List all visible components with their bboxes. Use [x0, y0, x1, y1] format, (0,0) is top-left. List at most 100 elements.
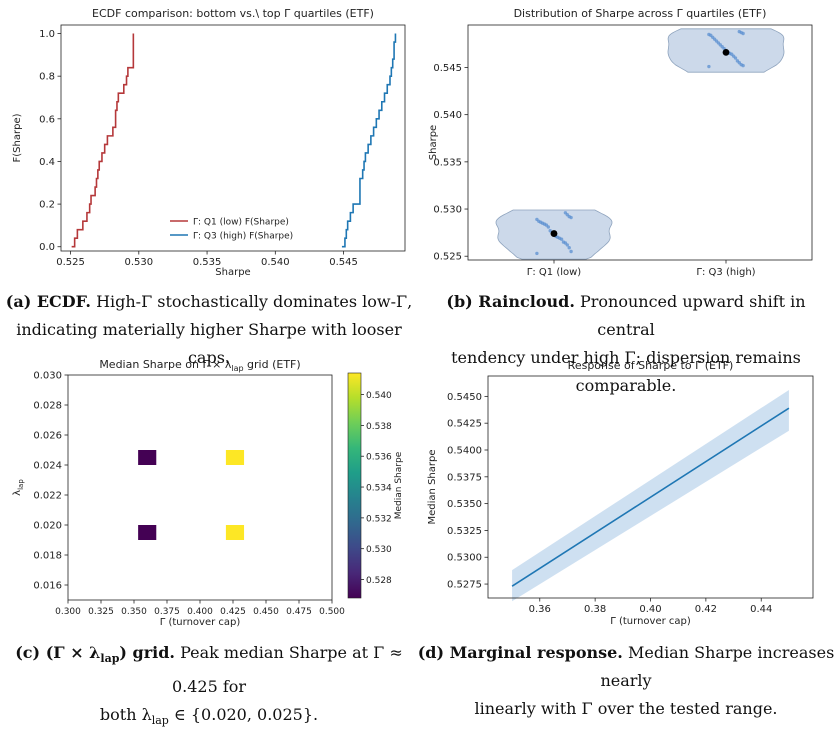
x-tick-label: Γ: Q3 (high) [696, 267, 755, 278]
colorbar-tick-label: 0.534 [366, 484, 392, 494]
y-tick-label: 0.535 [433, 157, 462, 168]
x-axis-label: Γ (turnover cap) [160, 617, 241, 628]
rain-point [563, 211, 568, 215]
y-tick-label: 0.530 [433, 205, 462, 216]
chart-title: Median Sharpe on Γ × λlap grid (ETF) [99, 358, 300, 373]
y-tick-label: 0.020 [33, 521, 62, 532]
x-tick-label: 0.38 [584, 604, 606, 615]
axes-frame [60, 24, 406, 252]
heatmap-cell [225, 450, 245, 465]
y-tick-label: 0.5300 [447, 553, 482, 564]
caption-b: (b) Raincloud. Pronounced upward shift i… [417, 288, 835, 400]
x-tick-label: 0.36 [529, 604, 551, 615]
y-tick-label: 0.026 [33, 431, 62, 442]
x-tick-label: 0.400 [187, 607, 213, 617]
y-tick-label: 0.030 [33, 371, 62, 382]
x-tick-label: 0.540 [261, 257, 290, 268]
y-tick-label: 0.5425 [447, 419, 482, 430]
y-tick-label: 0.5325 [447, 526, 482, 537]
colorbar-tick-label: 0.536 [366, 453, 392, 463]
y-tick-label: 0.540 [433, 110, 462, 121]
caption-b-line1: Pronounced upward shift in central [580, 292, 806, 339]
colorbar-label: Median Sharpe [394, 451, 404, 519]
chart-title: Response of Sharpe to Γ (ETF) [568, 359, 734, 372]
x-tick-label: 0.525 [56, 257, 85, 268]
x-tick-label: Γ: Q1 (low) [527, 267, 582, 278]
x-axis-label: Γ (turnover cap) [610, 616, 691, 627]
y-tick-label: 0.016 [33, 581, 62, 592]
y-tick-label: 0.5350 [447, 499, 482, 510]
x-tick-label: 0.535 [193, 257, 222, 268]
caption-a: (a) ECDF. High-Γ stochastically dominate… [0, 288, 418, 372]
colorbar-tick-label: 0.532 [366, 514, 392, 524]
rain-point [569, 249, 573, 254]
y-tick-label: 0.028 [33, 401, 62, 412]
rain-point [535, 251, 539, 256]
x-tick-label: 0.545 [329, 257, 358, 268]
chart-title: ECDF comparison: bottom vs.\ top Γ quart… [92, 7, 374, 20]
colorbar-tick-label: 0.528 [366, 576, 392, 586]
y-tick-label: 0.5375 [447, 472, 482, 483]
y-tick-label: 0.4 [39, 157, 55, 168]
caption-c-line2: both λlap ∈ {0.020, 0.025}. [99, 705, 319, 728]
caption-a-label: (a) ECDF. [5, 292, 91, 311]
caption-c: (c) (Γ × λlap) grid. Peak median Sharpe … [0, 639, 418, 735]
caption-d: (d) Marginal response. Median Sharpe inc… [417, 639, 835, 723]
caption-d-line2: linearly with Γ over the tested range. [474, 699, 778, 718]
colorbar-tick-label: 0.538 [366, 422, 392, 432]
raincloud-chart: Distribution of Sharpe across Γ quartile… [428, 7, 813, 278]
y-tick-label: 1.0 [39, 29, 55, 40]
y-tick-label: 0.2 [39, 200, 55, 211]
colorbar-tick-label: 0.530 [366, 545, 392, 555]
x-tick-label: 0.375 [154, 607, 180, 617]
median-dot-q1 [550, 230, 558, 237]
y-tick-label: 0.6 [39, 114, 55, 125]
caption-c-label: (c) (Γ × λlap) grid. [15, 643, 175, 666]
ecdf-chart: ECDF comparison: bottom vs.\ top Γ quart… [12, 7, 406, 278]
caption-b-line2: tendency under high Γ; dispersion remain… [451, 348, 801, 395]
rain-point [737, 29, 741, 34]
x-tick-label: 0.300 [55, 607, 81, 617]
caption-b-label: (b) Raincloud. [446, 292, 575, 311]
y-tick-label: 0.0 [39, 242, 55, 253]
y-axis-label: Median Sharpe [427, 450, 438, 525]
caption-d-label: (d) Marginal response. [417, 643, 623, 662]
rain-point [735, 59, 740, 63]
y-tick-label: 0.525 [433, 252, 462, 263]
colorbar-tick-label: 0.540 [366, 391, 392, 401]
legend-label: Γ: Q3 (high) F(Sharpe) [193, 232, 293, 242]
x-tick-label: 0.42 [695, 604, 717, 615]
y-tick-label: 0.018 [33, 551, 62, 562]
ecdf-line-q3 [341, 33, 397, 248]
rain-point [561, 240, 566, 244]
heatmap-cell [138, 525, 157, 540]
confidence-band [512, 389, 789, 602]
x-tick-label: 0.350 [121, 607, 147, 617]
y-tick-label: 0.5275 [447, 580, 482, 591]
y-tick-label: 0.5450 [447, 392, 482, 403]
rain-point [567, 246, 571, 250]
x-tick-label: 0.44 [750, 604, 772, 615]
axes-frame [467, 24, 813, 261]
response-chart: Response of Sharpe to Γ (ETF) 0.36 0.38 0.4… [427, 359, 814, 627]
caption-a-line2: indicating materially higher Sharpe with… [16, 320, 402, 367]
y-axis-label: λlap [12, 479, 25, 496]
x-tick-label: 0.500 [319, 607, 345, 617]
x-tick-label: 0.425 [220, 607, 246, 617]
median-dot-q3 [722, 48, 730, 56]
y-tick-label: 0.545 [433, 63, 462, 74]
rain-point [707, 64, 711, 69]
y-tick-label: 0.5400 [447, 446, 482, 457]
x-tick-label: 0.325 [88, 607, 114, 617]
y-axis-label: F(Sharpe) [12, 113, 23, 162]
y-axis-label: Sharpe [428, 125, 439, 160]
x-axis-label: Sharpe [215, 267, 250, 278]
y-tick-label: 0.022 [33, 491, 62, 502]
colorbar [347, 372, 362, 599]
chart-title: Distribution of Sharpe across Γ quartile… [514, 7, 767, 20]
ecdf-line-q1 [71, 33, 135, 248]
x-tick-label: 0.450 [253, 607, 279, 617]
legend-label: Γ: Q1 (low) F(Sharpe) [193, 218, 289, 228]
x-tick-label: 0.40 [639, 604, 661, 615]
y-tick-label: 0.024 [33, 461, 62, 472]
